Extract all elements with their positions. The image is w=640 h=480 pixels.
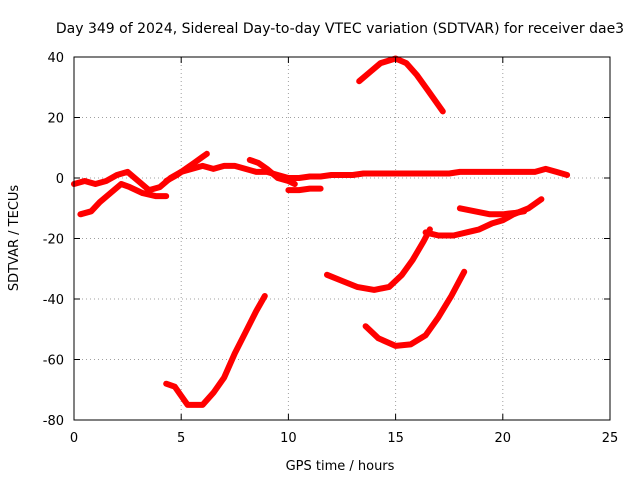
grid — [74, 57, 610, 420]
x-tick-label: 15 — [387, 431, 404, 446]
y-tick-label: -20 — [43, 233, 64, 248]
y-axis-label: SDTVAR / TECUs — [7, 185, 22, 292]
series-line-track-8-10h — [246, 156, 298, 187]
series-line-track-peak-15h — [356, 55, 446, 115]
axis-ticks: 0 5 10 15 20 25 -80 -60 -40 -20 0 20 40 — [43, 51, 619, 446]
x-axis-label: GPS time / hours — [286, 459, 395, 474]
series-line-track-dip-6h — [163, 150, 210, 184]
series-line-track-12-17h — [324, 226, 433, 293]
series-line-track-16-22h — [422, 196, 545, 239]
y-tick-label: -60 — [43, 354, 64, 369]
y-tick-label: 20 — [47, 112, 64, 127]
x-tick-label: 25 — [602, 431, 619, 446]
series-line-track-18-21h — [456, 205, 528, 218]
series-line-track-main-near-zero — [71, 162, 571, 194]
series-line-track-5-9h — [163, 293, 268, 408]
series-line-track-14-18h — [362, 268, 468, 349]
x-tick-label: 20 — [495, 431, 512, 446]
x-tick-label: 5 — [177, 431, 185, 446]
y-tick-label: -40 — [43, 293, 64, 308]
y-tick-label: 0 — [56, 172, 64, 187]
chart-title: Day 349 of 2024, Sidereal Day-to-day VTE… — [56, 21, 624, 37]
series-line-track-early-low — [77, 181, 170, 218]
y-tick-label: -80 — [43, 414, 64, 429]
y-tick-label: 40 — [47, 51, 64, 66]
x-tick-label: 10 — [280, 431, 297, 446]
data-series — [71, 55, 571, 408]
x-tick-label: 0 — [70, 431, 78, 446]
series-line-track-10-11h — [285, 185, 324, 194]
